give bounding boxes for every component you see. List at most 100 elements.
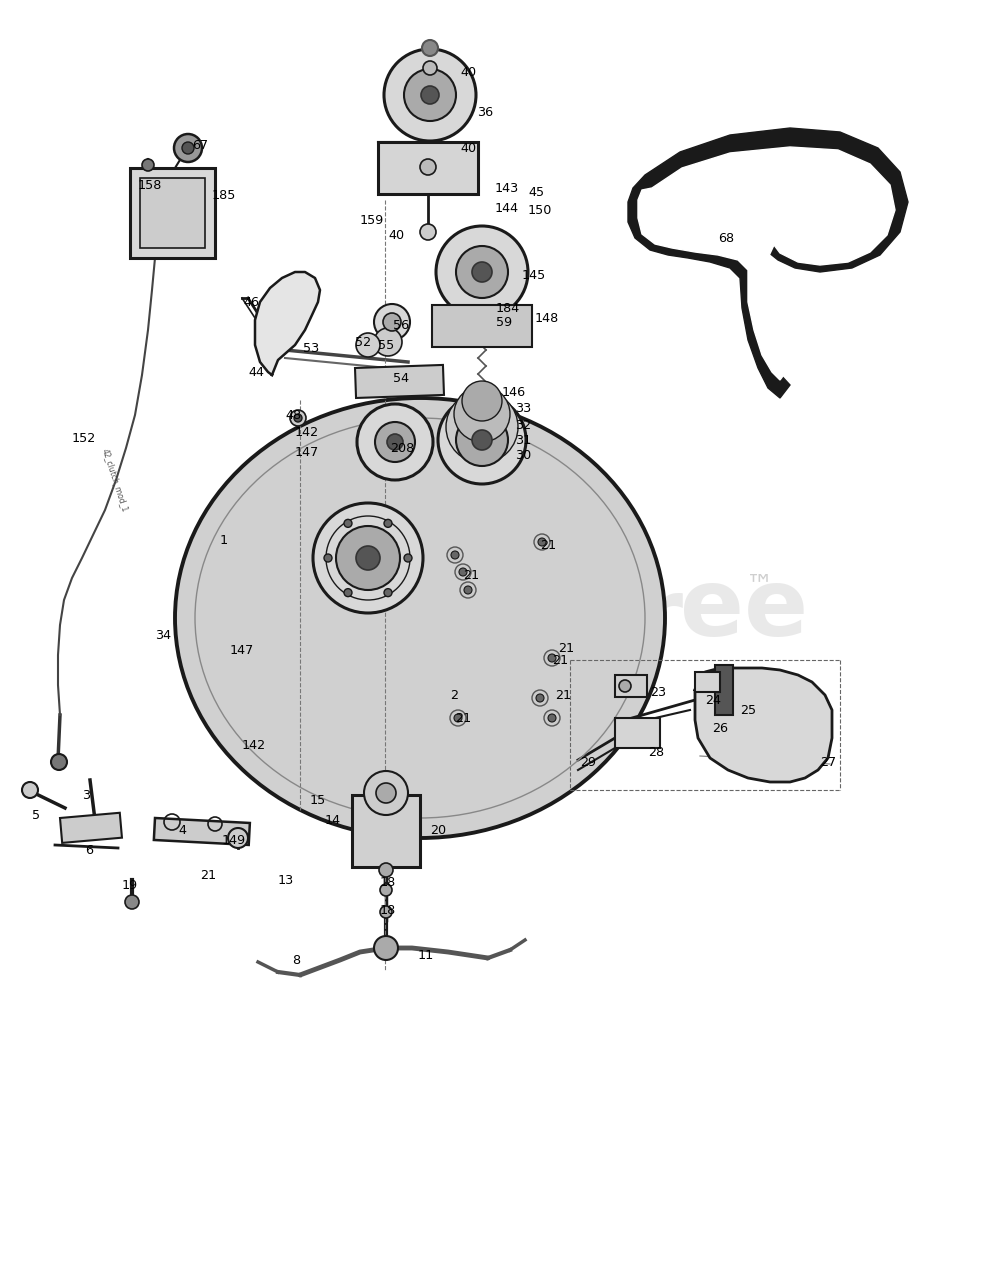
Text: 45: 45: [528, 186, 544, 198]
Text: 32: 32: [515, 419, 531, 431]
Text: 40: 40: [460, 65, 476, 78]
Circle shape: [51, 754, 67, 771]
Circle shape: [536, 694, 544, 701]
Bar: [715, 666, 733, 716]
Circle shape: [174, 134, 202, 163]
Text: 40: 40: [460, 142, 476, 155]
Text: 25: 25: [740, 704, 757, 717]
Circle shape: [464, 586, 472, 594]
Circle shape: [532, 690, 548, 707]
Circle shape: [472, 262, 492, 282]
Circle shape: [438, 396, 526, 484]
Text: 208: 208: [390, 442, 414, 454]
Bar: [140, 178, 205, 248]
Text: 11: 11: [418, 948, 434, 961]
Text: 68: 68: [718, 232, 734, 244]
Text: 184: 184: [496, 302, 520, 315]
Circle shape: [548, 714, 556, 722]
Text: 48: 48: [285, 408, 301, 421]
Bar: [60, 813, 122, 844]
Text: 56: 56: [393, 319, 409, 332]
Text: 54: 54: [393, 371, 409, 384]
Text: 159: 159: [360, 214, 385, 227]
Circle shape: [451, 550, 459, 559]
Circle shape: [384, 520, 392, 527]
Text: 2: 2: [450, 689, 458, 701]
Circle shape: [376, 783, 396, 803]
Circle shape: [294, 413, 302, 422]
Text: 21: 21: [540, 539, 556, 552]
Text: 13: 13: [278, 873, 295, 887]
Bar: [615, 718, 660, 748]
Circle shape: [446, 390, 518, 463]
Text: 59: 59: [496, 315, 512, 329]
Text: 5: 5: [32, 809, 41, 822]
Circle shape: [544, 710, 560, 726]
Text: 46: 46: [243, 296, 259, 308]
Text: 185: 185: [212, 188, 236, 201]
Circle shape: [374, 328, 402, 356]
Text: 15: 15: [310, 794, 326, 806]
Text: 29: 29: [580, 755, 596, 768]
Text: 23: 23: [650, 686, 667, 699]
Circle shape: [290, 410, 306, 426]
Text: 143: 143: [495, 182, 519, 195]
Bar: [432, 305, 532, 347]
Circle shape: [619, 680, 631, 692]
Polygon shape: [255, 273, 320, 375]
Bar: [130, 168, 215, 259]
Text: 147: 147: [295, 445, 319, 458]
Text: 19: 19: [122, 878, 138, 891]
Text: 30: 30: [515, 448, 531, 462]
Text: 21: 21: [555, 689, 571, 701]
Text: 144: 144: [495, 201, 519, 215]
Circle shape: [356, 333, 380, 357]
Circle shape: [374, 936, 398, 960]
Circle shape: [336, 526, 400, 590]
Text: PartsTr: PartsTr: [305, 573, 683, 666]
Text: 26: 26: [712, 722, 728, 735]
Text: 146: 146: [502, 385, 526, 398]
Circle shape: [472, 430, 492, 451]
Circle shape: [404, 554, 412, 562]
Text: 42_clutch_mod_1: 42_clutch_mod_1: [101, 447, 130, 513]
Circle shape: [447, 547, 463, 563]
Circle shape: [462, 381, 502, 421]
Circle shape: [436, 227, 528, 317]
Text: 36: 36: [477, 105, 494, 119]
Circle shape: [454, 387, 510, 442]
Bar: [695, 672, 720, 692]
Circle shape: [420, 224, 436, 241]
Text: 14: 14: [325, 814, 341, 827]
Circle shape: [384, 589, 392, 596]
Text: 40: 40: [388, 229, 405, 242]
Circle shape: [460, 582, 476, 598]
Circle shape: [380, 884, 392, 896]
Ellipse shape: [175, 398, 665, 838]
Text: 147: 147: [230, 644, 254, 657]
Circle shape: [379, 863, 393, 877]
Text: 18: 18: [380, 876, 397, 888]
Text: 142: 142: [295, 425, 319, 439]
Circle shape: [375, 422, 415, 462]
Text: 4: 4: [178, 823, 186, 837]
Circle shape: [380, 906, 392, 918]
Circle shape: [344, 589, 352, 596]
Text: 24: 24: [705, 694, 721, 707]
Bar: [352, 795, 420, 867]
Text: 145: 145: [522, 269, 546, 282]
Text: 1: 1: [220, 534, 228, 547]
Circle shape: [357, 404, 433, 480]
Bar: [378, 142, 478, 195]
Text: 142: 142: [242, 739, 266, 751]
Polygon shape: [628, 128, 908, 398]
Text: 148: 148: [535, 311, 559, 325]
Circle shape: [125, 895, 139, 909]
Circle shape: [544, 650, 560, 666]
Text: 28: 28: [648, 745, 665, 759]
Circle shape: [422, 40, 438, 56]
Circle shape: [459, 568, 467, 576]
Circle shape: [383, 314, 401, 332]
Circle shape: [182, 142, 194, 154]
Text: 3: 3: [82, 788, 90, 801]
